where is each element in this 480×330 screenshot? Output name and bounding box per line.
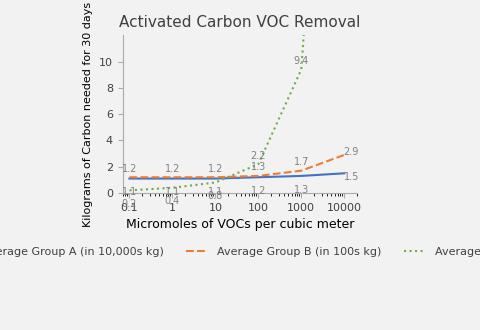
Text: 1.1: 1.1: [165, 187, 180, 197]
Text: 1.3: 1.3: [251, 162, 266, 172]
Text: 1.2: 1.2: [165, 164, 180, 174]
Text: 1.1: 1.1: [208, 187, 223, 197]
Text: 1.5: 1.5: [344, 172, 359, 182]
Average Group A (in 10,000s kg): [255, 175, 261, 179]
Text: 0.2: 0.2: [122, 199, 137, 209]
Text: 1.3: 1.3: [294, 184, 309, 195]
Text: 9.4: 9.4: [294, 56, 309, 66]
Average Group C: [169, 186, 175, 190]
Text: 1.2: 1.2: [122, 164, 137, 174]
Average Group A (in 10,000s kg): [127, 177, 132, 181]
Average Group A (in 10,000s kg): [213, 177, 218, 181]
Y-axis label: Kilograms of Carbon needed for 30 days: Kilograms of Carbon needed for 30 days: [84, 2, 94, 227]
Line: Average Group C: Average Group C: [130, 0, 344, 190]
Average Group C: [299, 68, 304, 72]
Average Group C: [213, 181, 218, 184]
X-axis label: Micromoles of VOCs per cubic meter: Micromoles of VOCs per cubic meter: [126, 218, 354, 231]
Text: 1.2: 1.2: [208, 164, 223, 174]
Text: 1.7: 1.7: [294, 157, 309, 167]
Average Group B (in 100s kg): [299, 169, 304, 173]
Average Group B (in 100s kg): [127, 175, 132, 179]
Average Group A (in 10,000s kg): [299, 174, 304, 178]
Text: 2.2: 2.2: [251, 150, 266, 161]
Text: 0.4: 0.4: [165, 196, 180, 207]
Average Group A (in 10,000s kg): [169, 177, 175, 181]
Average Group C: [127, 188, 132, 192]
Legend: Average Group A (in 10,000s kg), Average Group B (in 100s kg), Average Group C: Average Group A (in 10,000s kg), Average…: [0, 243, 480, 262]
Text: 1.2: 1.2: [251, 186, 266, 196]
Text: 0.8: 0.8: [208, 191, 223, 201]
Average Group B (in 100s kg): [169, 175, 175, 179]
Average Group B (in 100s kg): [255, 174, 261, 178]
Average Group A (in 10,000s kg): [341, 171, 347, 175]
Average Group B (in 100s kg): [213, 175, 218, 179]
Text: 1.1: 1.1: [122, 187, 137, 197]
Title: Activated Carbon VOC Removal: Activated Carbon VOC Removal: [120, 15, 360, 30]
Line: Average Group B (in 100s kg): Average Group B (in 100s kg): [130, 155, 344, 177]
Line: Average Group A (in 10,000s kg): Average Group A (in 10,000s kg): [130, 173, 344, 179]
Average Group B (in 100s kg): [341, 153, 347, 157]
Average Group C: [255, 162, 261, 166]
Text: 2.9: 2.9: [344, 147, 359, 157]
Text: 56.6: 56.6: [0, 329, 1, 330]
